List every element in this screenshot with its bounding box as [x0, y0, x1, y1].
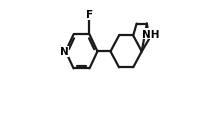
Text: N: N	[60, 47, 69, 57]
Text: F: F	[86, 10, 93, 20]
Text: NH: NH	[142, 30, 160, 39]
